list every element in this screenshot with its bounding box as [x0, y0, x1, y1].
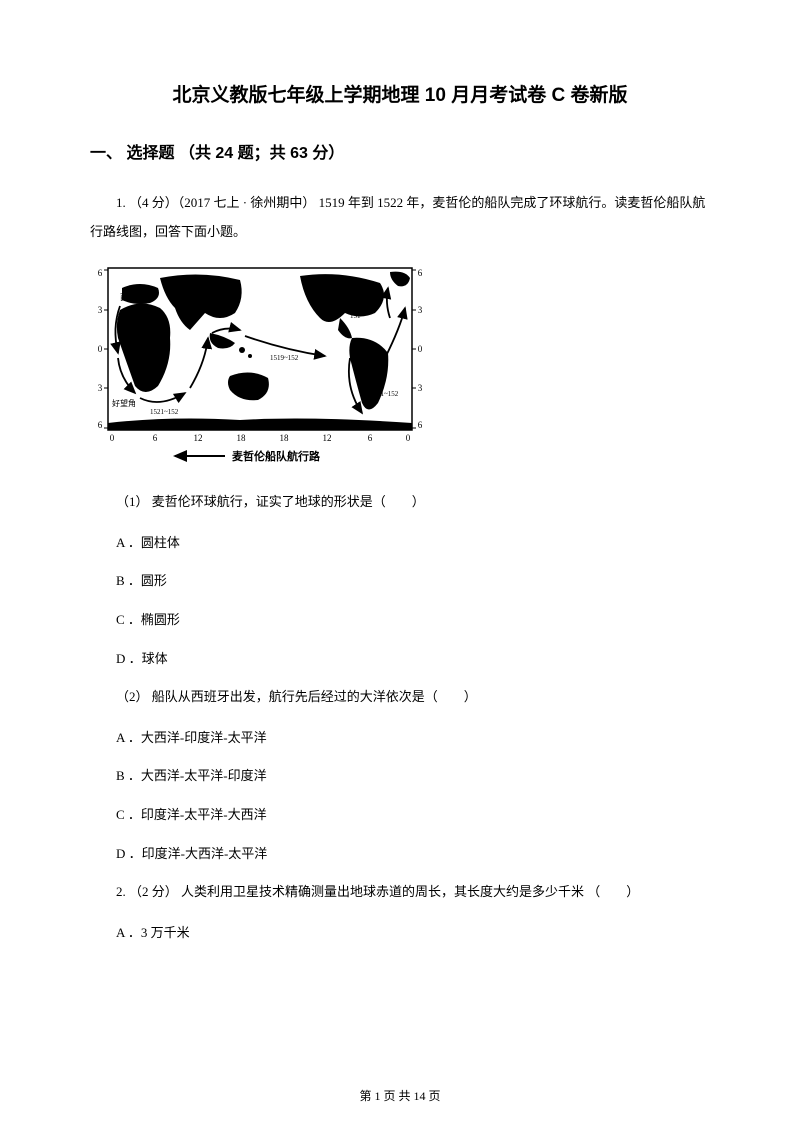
svg-text:3: 3 — [98, 383, 103, 393]
section-number: 一、 — [90, 145, 122, 162]
q2-intro: 2. （2 分） 人类利用卫星技术精确测量出地球赤道的周长，其长度大约是多少千米… — [90, 878, 710, 907]
svg-text:6: 6 — [418, 268, 423, 278]
section-meta: （共 24 题；共 63 分） — [179, 145, 344, 162]
q2-A: A ．3 万千米 — [90, 919, 710, 948]
q1-sub1-C: C ．椭圆形 — [90, 606, 710, 635]
q1-intro: 1. （4 分）（2017 七上 · 徐州期中） 1519 年到 1522 年，… — [90, 189, 710, 246]
svg-text:1521~152: 1521~152 — [150, 408, 179, 416]
q1-sub2: （2） 船队从西班牙出发，航行先后经过的大洋依次是（ ） — [90, 683, 710, 712]
svg-text:西班牙: 西班牙 — [120, 292, 144, 302]
q1-sub1-A: A ．圆柱体 — [90, 529, 710, 558]
svg-text:麦哲伦船队航行路: 麦哲伦船队航行路 — [232, 449, 321, 463]
q1-sub2-B: B ．大西洋-太平洋-印度洋 — [90, 762, 710, 791]
q1-sub2-D: D ．印度洋-大西洋-太平洋 — [90, 840, 710, 869]
svg-text:3: 3 — [98, 305, 103, 315]
section-header: 一、 选择题 （共 24 题；共 63 分） — [90, 139, 710, 163]
q1-sub1-B: B ．圆形 — [90, 567, 710, 596]
page-footer: 第 1 页 共 14 页 — [0, 1087, 800, 1104]
q1-sub2-A: A ．大西洋-印度洋-太平洋 — [90, 724, 710, 753]
svg-text:好望角: 好望角 — [112, 398, 136, 408]
q1-sub2-C: C ．印度洋-太平洋-大西洋 — [90, 801, 710, 830]
svg-text:1521~152: 1521~152 — [370, 390, 399, 398]
world-map-svg: 6 3 0 3 6 6 3 0 3 6 0 6 12 18 18 12 6 0 — [90, 258, 430, 468]
svg-text:6: 6 — [98, 420, 103, 430]
svg-text:152: 152 — [138, 322, 149, 330]
svg-text:18: 18 — [237, 433, 247, 443]
svg-text:0: 0 — [98, 344, 103, 354]
svg-text:12: 12 — [194, 433, 203, 443]
svg-text:12: 12 — [323, 433, 332, 443]
svg-text:151: 151 — [350, 312, 361, 320]
svg-text:6: 6 — [98, 268, 103, 278]
section-name: 选择题 — [126, 145, 174, 162]
svg-text:1519~152: 1519~152 — [270, 354, 299, 362]
svg-text:0: 0 — [418, 344, 423, 354]
svg-text:6: 6 — [368, 433, 373, 443]
svg-text:0: 0 — [110, 433, 115, 443]
svg-text:3: 3 — [418, 383, 423, 393]
q1-sub1: （1） 麦哲伦环球航行，证实了地球的形状是（ ） — [90, 488, 710, 517]
svg-text:6: 6 — [418, 420, 423, 430]
svg-text:3: 3 — [418, 305, 423, 315]
map-figure: 6 3 0 3 6 6 3 0 3 6 0 6 12 18 18 12 6 0 — [90, 258, 710, 468]
svg-text:0: 0 — [406, 433, 411, 443]
q1-sub1-D: D ．球体 — [90, 645, 710, 674]
svg-text:18: 18 — [280, 433, 290, 443]
svg-text:6: 6 — [153, 433, 158, 443]
exam-title: 北京义教版七年级上学期地理 10 月月考试卷 C 卷新版 — [90, 80, 710, 107]
